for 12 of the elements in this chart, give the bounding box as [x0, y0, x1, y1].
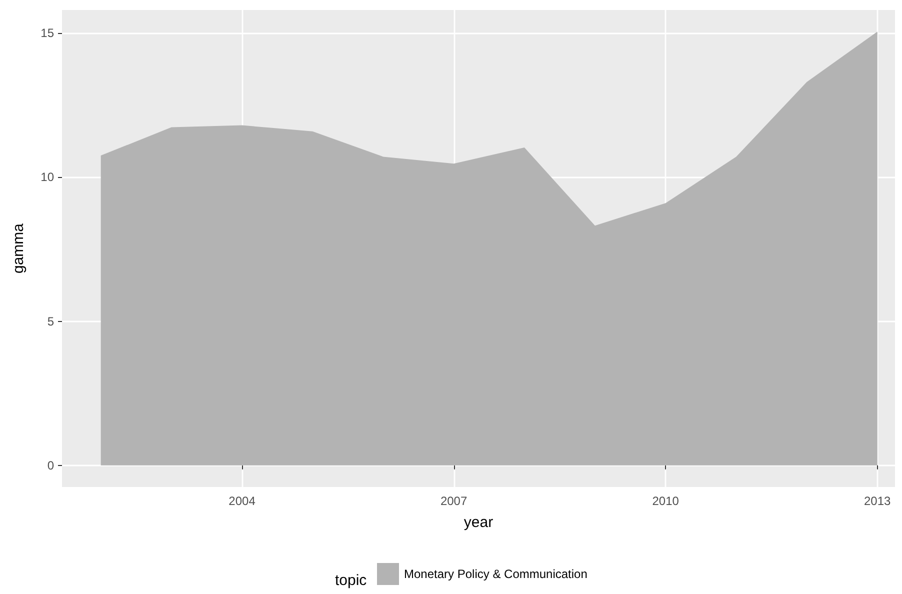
x-axis-title: year [464, 514, 494, 531]
y-tick-label: 15 [40, 26, 54, 40]
legend-label: Monetary Policy & Communication [404, 567, 588, 581]
y-tick-label: 10 [40, 170, 54, 184]
y-tick-label: 0 [47, 458, 54, 472]
x-tick-label: 2013 [864, 494, 892, 508]
legend-title: topic [335, 572, 368, 589]
x-tick-label: 2004 [228, 494, 256, 508]
y-tick-label: 5 [47, 314, 54, 328]
y-axis-title: gamma [10, 222, 27, 274]
x-tick-label: 2007 [440, 494, 468, 508]
x-tick-label: 2010 [652, 494, 680, 508]
